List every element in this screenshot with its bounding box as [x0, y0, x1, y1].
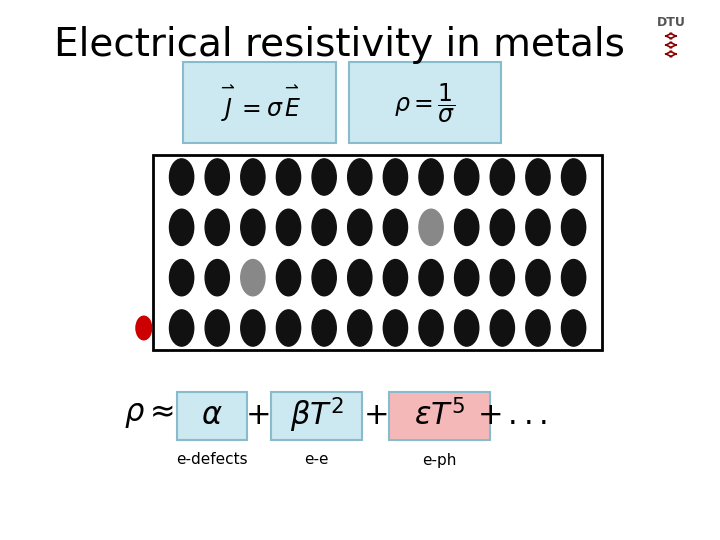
Ellipse shape	[205, 310, 230, 346]
Ellipse shape	[205, 209, 230, 246]
Ellipse shape	[312, 209, 336, 246]
Ellipse shape	[562, 159, 585, 195]
Text: $\overset{\rightharpoonup}{J} = \sigma\overset{\rightharpoonup}{E}$: $\overset{\rightharpoonup}{J} = \sigma\o…	[217, 83, 301, 124]
Ellipse shape	[276, 209, 301, 246]
Ellipse shape	[276, 310, 301, 346]
Ellipse shape	[562, 209, 585, 246]
Ellipse shape	[205, 260, 230, 296]
Text: $\alpha$: $\alpha$	[201, 401, 222, 429]
Text: $\beta T^2$: $\beta T^2$	[290, 395, 343, 435]
FancyBboxPatch shape	[390, 392, 490, 440]
Ellipse shape	[383, 310, 408, 346]
Text: $\rho = \dfrac{1}{\sigma}$: $\rho = \dfrac{1}{\sigma}$	[394, 82, 455, 125]
Ellipse shape	[383, 159, 408, 195]
Ellipse shape	[419, 209, 444, 246]
Ellipse shape	[240, 260, 265, 296]
Ellipse shape	[276, 260, 301, 296]
Ellipse shape	[312, 159, 336, 195]
Ellipse shape	[348, 209, 372, 246]
Ellipse shape	[312, 310, 336, 346]
Ellipse shape	[383, 209, 408, 246]
Ellipse shape	[562, 260, 585, 296]
Text: $+$: $+$	[363, 401, 387, 429]
Text: $+\,...$: $+\,...$	[477, 401, 547, 429]
Ellipse shape	[526, 159, 550, 195]
Ellipse shape	[526, 209, 550, 246]
Text: Electrical resistivity in metals: Electrical resistivity in metals	[54, 26, 624, 64]
Ellipse shape	[490, 260, 514, 296]
Ellipse shape	[348, 260, 372, 296]
Ellipse shape	[454, 310, 479, 346]
Text: $\rho \approx$: $\rho \approx$	[124, 401, 174, 429]
Ellipse shape	[526, 260, 550, 296]
Bar	[153, 155, 602, 350]
Ellipse shape	[240, 209, 265, 246]
Ellipse shape	[383, 260, 408, 296]
Ellipse shape	[136, 316, 152, 340]
Ellipse shape	[348, 310, 372, 346]
Ellipse shape	[562, 310, 585, 346]
FancyBboxPatch shape	[348, 62, 501, 143]
Ellipse shape	[419, 159, 444, 195]
Ellipse shape	[169, 209, 194, 246]
Text: e-defects: e-defects	[176, 453, 248, 468]
FancyBboxPatch shape	[271, 392, 362, 440]
Ellipse shape	[419, 260, 444, 296]
FancyBboxPatch shape	[177, 392, 247, 440]
Text: e-e: e-e	[305, 453, 329, 468]
Ellipse shape	[205, 159, 230, 195]
FancyBboxPatch shape	[184, 62, 336, 143]
Text: $+$: $+$	[245, 401, 269, 429]
Text: $\varepsilon T^5$: $\varepsilon T^5$	[414, 399, 465, 431]
Ellipse shape	[240, 159, 265, 195]
Ellipse shape	[454, 209, 479, 246]
Text: DTU: DTU	[657, 16, 685, 29]
Ellipse shape	[169, 260, 194, 296]
Ellipse shape	[169, 159, 194, 195]
Ellipse shape	[419, 310, 444, 346]
Ellipse shape	[348, 159, 372, 195]
Ellipse shape	[526, 310, 550, 346]
Ellipse shape	[169, 310, 194, 346]
Ellipse shape	[490, 159, 514, 195]
Ellipse shape	[490, 209, 514, 246]
Ellipse shape	[240, 310, 265, 346]
Ellipse shape	[312, 260, 336, 296]
Text: e-ph: e-ph	[422, 453, 456, 468]
Ellipse shape	[454, 159, 479, 195]
Ellipse shape	[454, 260, 479, 296]
Ellipse shape	[490, 310, 514, 346]
Ellipse shape	[276, 159, 301, 195]
